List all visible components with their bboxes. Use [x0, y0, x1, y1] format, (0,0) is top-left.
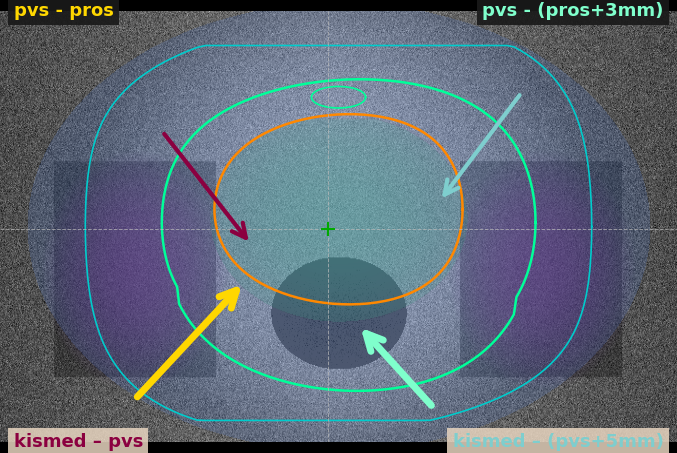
Text: kismed – pvs: kismed – pvs — [14, 434, 143, 451]
Text: pvs - (pros+3mm): pvs - (pros+3mm) — [482, 2, 663, 19]
Text: pvs - pros: pvs - pros — [14, 2, 114, 19]
Text: kismed – (pvs+5mm): kismed – (pvs+5mm) — [453, 434, 663, 451]
